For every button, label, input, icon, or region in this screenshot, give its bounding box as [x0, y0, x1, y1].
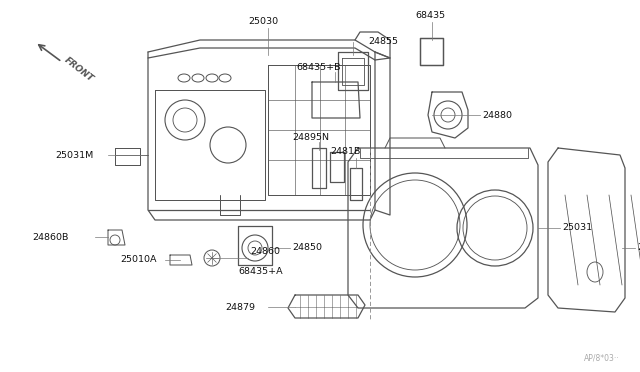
Text: 24860B: 24860B: [32, 232, 68, 241]
Text: 2481B: 2481B: [330, 148, 360, 157]
Text: 68435+A: 68435+A: [238, 267, 283, 276]
Text: 25031M: 25031M: [55, 151, 93, 160]
Text: 24813: 24813: [637, 244, 640, 253]
Text: 24880: 24880: [482, 110, 512, 119]
Text: 25010A: 25010A: [120, 256, 157, 264]
Text: 25031: 25031: [562, 224, 592, 232]
Text: 24855: 24855: [368, 38, 398, 46]
Text: 24879: 24879: [225, 302, 255, 311]
Text: FRONT: FRONT: [63, 56, 95, 84]
Text: 24850: 24850: [292, 244, 322, 253]
Text: AP/8*03··: AP/8*03··: [584, 353, 620, 362]
Text: 68435+B: 68435+B: [296, 62, 340, 71]
Text: 68435: 68435: [415, 10, 445, 19]
Text: 25030: 25030: [248, 17, 278, 26]
Text: 24895N: 24895N: [292, 132, 329, 141]
Text: 24860: 24860: [250, 247, 280, 257]
